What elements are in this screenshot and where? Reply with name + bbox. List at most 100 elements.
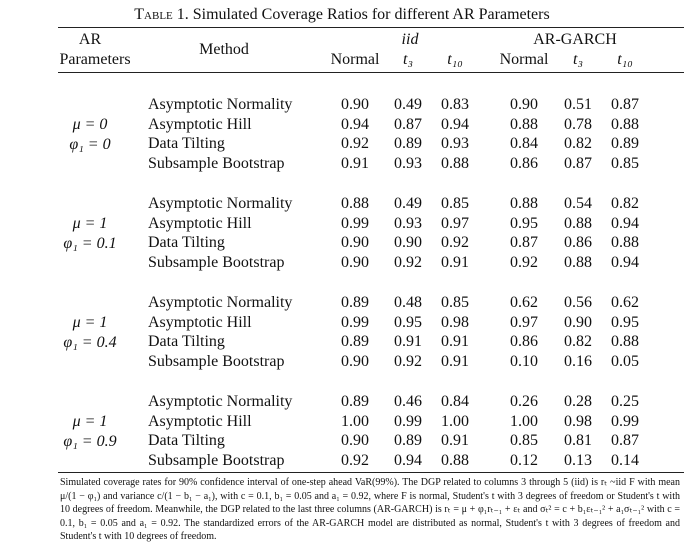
column-header: t₁₀ bbox=[447, 51, 463, 68]
cell-value: 0.91 bbox=[441, 254, 469, 272]
method: Asymptotic Normality bbox=[148, 294, 293, 311]
cell-value: 0.46 bbox=[394, 393, 422, 410]
cell-value: 0.82 bbox=[611, 195, 639, 212]
cell-value: 0.89 bbox=[394, 135, 422, 153]
cell-value: 0.95 bbox=[510, 214, 538, 232]
table-title: Table 1. Simulated Coverage Ratios for d… bbox=[0, 6, 684, 24]
header-text: AR bbox=[78, 31, 102, 48]
cell-value: 0.88 bbox=[564, 254, 592, 272]
cell-value: 0.92 bbox=[341, 452, 369, 470]
cell-value: 0.89 bbox=[341, 393, 369, 410]
cell-value: 1.00 bbox=[510, 412, 538, 430]
cell-value: 0.82 bbox=[564, 333, 592, 351]
table-label: Table 1. bbox=[134, 6, 189, 23]
cell-value: 0.88 bbox=[510, 115, 538, 133]
method: Data Tilting bbox=[148, 135, 225, 153]
cell-value: 0.92 bbox=[394, 254, 422, 272]
method: Subsample Bootstrap bbox=[148, 452, 285, 470]
cell-value: 1.00 bbox=[341, 412, 369, 430]
cell-value: 0.49 bbox=[394, 195, 422, 212]
cell-value: 0.86 bbox=[510, 155, 538, 173]
cell-value: 0.85 bbox=[441, 195, 469, 212]
cell-value: 0.51 bbox=[564, 96, 592, 113]
cell-value: 0.62 bbox=[611, 294, 639, 311]
cell-value: 0.94 bbox=[441, 115, 469, 133]
cell-value: 0.25 bbox=[611, 393, 639, 410]
cell-value: 0.88 bbox=[441, 452, 469, 470]
cell-value: 0.90 bbox=[341, 96, 369, 113]
header-rule bbox=[58, 72, 684, 73]
title-text: Simulated Coverage Ratios for different … bbox=[192, 6, 550, 23]
cell-value: 0.92 bbox=[441, 234, 469, 252]
cell-value: 0.87 bbox=[611, 432, 639, 450]
header-text: Parameters bbox=[59, 51, 131, 68]
method: Asymptotic Normality bbox=[148, 393, 293, 410]
cell-value: 0.86 bbox=[510, 333, 538, 351]
cell-value: 0.87 bbox=[611, 96, 639, 113]
cell-value: 0.78 bbox=[564, 115, 592, 133]
cell-value: 0.94 bbox=[611, 254, 639, 272]
cell-value: 0.05 bbox=[611, 353, 639, 371]
column-header: Normal bbox=[330, 51, 380, 68]
cell-value: 0.62 bbox=[510, 294, 538, 311]
cell-value: 0.89 bbox=[611, 135, 639, 153]
cell-value: 0.94 bbox=[394, 452, 422, 470]
cell-value: 0.88 bbox=[341, 195, 369, 212]
cell-value: 0.91 bbox=[394, 333, 422, 351]
cell-value: 0.91 bbox=[441, 333, 469, 351]
cell-value: 0.14 bbox=[611, 452, 639, 470]
footnote: Simulated coverage rates for 90% confide… bbox=[60, 477, 680, 543]
cell-value: 0.98 bbox=[441, 313, 469, 331]
cell-value: 0.28 bbox=[564, 393, 592, 410]
method: Asymptotic Hill bbox=[148, 214, 252, 232]
column-header: t₃ bbox=[402, 51, 414, 68]
cell-value: 0.85 bbox=[510, 432, 538, 450]
cell-value: 1.00 bbox=[441, 412, 469, 430]
header-group: iid bbox=[401, 31, 419, 48]
cell-value: 0.26 bbox=[510, 393, 538, 410]
cell-value: 0.56 bbox=[564, 294, 592, 311]
cell-value: 0.94 bbox=[611, 214, 639, 232]
cell-value: 0.84 bbox=[510, 135, 538, 153]
cell-value: 0.90 bbox=[341, 254, 369, 272]
cell-value: 0.88 bbox=[611, 234, 639, 252]
cell-value: 0.99 bbox=[341, 313, 369, 331]
cell-value: 0.90 bbox=[564, 313, 592, 331]
cell-value: 0.87 bbox=[564, 155, 592, 173]
parameter: μ = 1 bbox=[72, 314, 108, 331]
cell-value: 0.90 bbox=[394, 234, 422, 252]
cell-value: 0.94 bbox=[341, 115, 369, 133]
cell-value: 0.85 bbox=[441, 294, 469, 311]
column-header: Normal bbox=[499, 51, 549, 68]
cell-value: 0.48 bbox=[394, 294, 422, 311]
cell-value: 0.12 bbox=[510, 452, 538, 470]
cell-value: 0.97 bbox=[441, 214, 469, 232]
cell-value: 0.91 bbox=[441, 432, 469, 450]
cell-value: 0.88 bbox=[611, 333, 639, 351]
cell-value: 0.92 bbox=[394, 353, 422, 371]
method: Asymptotic Normality bbox=[148, 195, 293, 212]
cell-value: 0.54 bbox=[564, 195, 592, 212]
parameter: φ₁ = 0 bbox=[69, 136, 111, 153]
cell-value: 0.90 bbox=[341, 353, 369, 371]
cell-value: 0.49 bbox=[394, 96, 422, 113]
method: Asymptotic Hill bbox=[148, 115, 252, 133]
cell-value: 0.99 bbox=[394, 412, 422, 430]
cell-value: 0.95 bbox=[394, 313, 422, 331]
cell-value: 0.91 bbox=[341, 155, 369, 173]
method: Subsample Bootstrap bbox=[148, 254, 285, 272]
cell-value: 0.99 bbox=[341, 214, 369, 232]
method: Asymptotic Hill bbox=[148, 412, 252, 430]
cell-value: 0.92 bbox=[341, 135, 369, 153]
cell-value: 0.97 bbox=[510, 313, 538, 331]
method: Subsample Bootstrap bbox=[148, 155, 285, 173]
method: Subsample Bootstrap bbox=[148, 353, 285, 371]
cell-value: 0.93 bbox=[441, 135, 469, 153]
parameter: μ = 1 bbox=[72, 413, 108, 430]
method: Data Tilting bbox=[148, 234, 225, 252]
cell-value: 0.88 bbox=[564, 214, 592, 232]
top-rule bbox=[58, 27, 684, 28]
cell-value: 0.93 bbox=[394, 155, 422, 173]
parameter: φ₁ = 0.1 bbox=[63, 235, 117, 252]
